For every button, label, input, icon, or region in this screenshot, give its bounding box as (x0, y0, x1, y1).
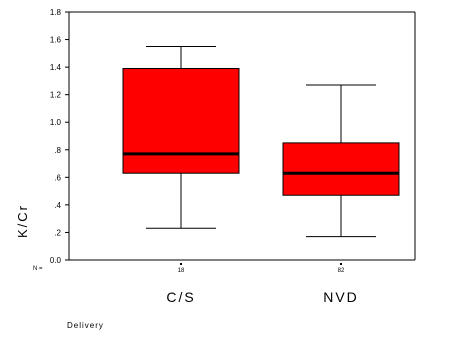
box-1 (122, 45, 240, 229)
n-count-label: 82 (338, 268, 345, 274)
y-ticks: 0.0 .2 .4 .6 .8 1.0 1.2 1.4 1.6 1.8 (50, 8, 69, 265)
y-tick-label: .6 (54, 173, 61, 182)
iqr-box (122, 67, 240, 174)
y-tick-label: .4 (54, 201, 61, 210)
y-tick-label: 0.0 (50, 256, 62, 265)
category-tick (340, 263, 342, 265)
y-axis-title: K/Cr (15, 204, 30, 238)
category-tick (180, 263, 182, 265)
category-label: NVD (323, 289, 359, 305)
n-prefix-label: N = (33, 266, 43, 272)
y-tick-label: 1.6 (50, 36, 62, 45)
n-count-label: 18 (178, 268, 185, 274)
y-tick-label: .8 (54, 146, 61, 155)
iqr-box (282, 142, 400, 196)
y-tick-label: 1.0 (50, 118, 62, 127)
y-tick-label: 1.4 (50, 63, 62, 72)
y-tick-label: .2 (54, 228, 61, 237)
x-axis-title: Delivery (67, 321, 104, 330)
y-tick-label: 1.2 (50, 91, 62, 100)
boxes (122, 45, 400, 238)
axes (68, 11, 416, 261)
y-tick-label: 1.8 (50, 8, 62, 17)
box-2 (282, 84, 400, 238)
category-labels: 18 C/S 82 NVD (166, 263, 359, 305)
category-label: C/S (166, 289, 195, 305)
